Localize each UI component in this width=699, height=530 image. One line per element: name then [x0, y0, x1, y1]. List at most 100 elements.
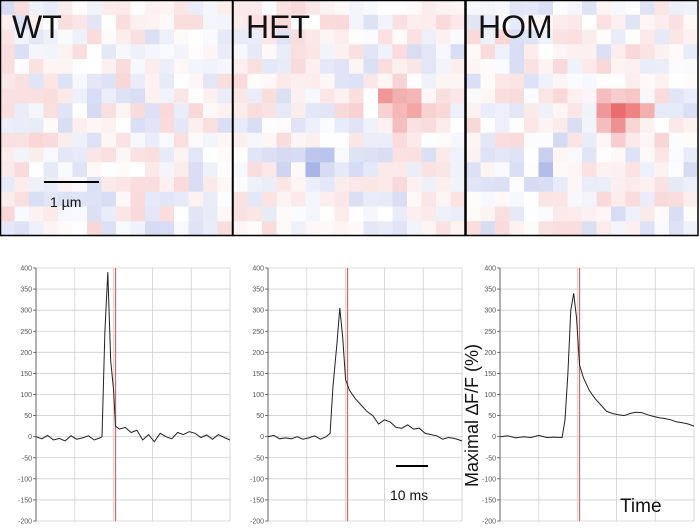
- heatmap-pixel: [159, 132, 175, 148]
- heatmap-pixel: [407, 132, 422, 148]
- heatmap-pixel: [640, 177, 655, 193]
- heatmap-pixel: [145, 118, 160, 134]
- heatmap-pixel: [233, 103, 248, 119]
- heatmap-pixel: [363, 206, 379, 222]
- heatmap-pixel: [43, 221, 59, 237]
- heatmap-pixel: [349, 206, 364, 222]
- heatmap-pixel: [174, 221, 189, 237]
- heatmap-pixel: [291, 147, 306, 163]
- heatmap-pixel: [625, 147, 641, 163]
- heatmap-pixel: [43, 73, 59, 89]
- heatmap-pixel: [553, 29, 568, 45]
- heatmap-pixel: [233, 44, 248, 60]
- heatmap-pixel: [421, 118, 437, 134]
- heatmap-pixel: [291, 191, 306, 207]
- heatmap-pixel: [58, 73, 73, 89]
- heatmap-pixel: [480, 118, 496, 134]
- heatmap-pixel: [29, 29, 44, 45]
- heatmap-pixel: [509, 221, 525, 237]
- heatmap-pixel: [217, 29, 233, 45]
- heatmap-pixel: [247, 162, 263, 178]
- heatmap-pixel: [625, 162, 641, 178]
- heatmap-pixel: [159, 88, 175, 104]
- heatmap-pixel: [509, 206, 525, 222]
- heatmap-pixel: [349, 88, 364, 104]
- heatmap-pixel: [596, 88, 612, 104]
- heatmap-pixel: [334, 59, 350, 75]
- heatmap-pixel: [363, 132, 379, 148]
- heatmap-pixel: [29, 221, 44, 237]
- heatmap-pixel: [14, 14, 30, 30]
- y-tick-label: 100: [484, 392, 496, 399]
- heatmap-pixel: [363, 44, 379, 60]
- heatmap-pixel: [363, 0, 379, 16]
- heatmap-pixel: [233, 221, 248, 237]
- heatmap-pixel: [450, 44, 466, 60]
- heatmap-pixel: [640, 162, 655, 178]
- heatmap-pixel: [101, 191, 117, 207]
- heatmap-pixel: [349, 177, 364, 193]
- heatmap-pixel: [188, 177, 204, 193]
- heatmap-pixel: [640, 118, 655, 134]
- heatmap-pixel: [174, 59, 189, 75]
- heatmap-pixel: [436, 221, 451, 237]
- chart-wt: 400 350 300 250 200 150 100 50 0 -50 -100 -150 -200: [18, 266, 231, 526]
- heatmap-pixel: [145, 29, 160, 45]
- heatmap-pixel: [320, 118, 335, 134]
- heatmap-pixel: [524, 103, 539, 119]
- heatmap-pixel: [466, 177, 481, 193]
- heatmap-pixel: [480, 73, 496, 89]
- y-tick-label: -200: [482, 519, 496, 526]
- pixel-grid-hom: [466, 0, 699, 237]
- heatmap-pixel: [262, 147, 277, 163]
- heatmap-pixel: [247, 132, 263, 148]
- heatmap-pixel: [217, 103, 233, 119]
- heatmap-pixel: [305, 191, 321, 207]
- heatmap-pixel: [145, 221, 160, 237]
- heatmap-pixel: [363, 147, 379, 163]
- heatmap-pixel: [320, 0, 335, 16]
- heatmap-pixel: [305, 147, 321, 163]
- heatmap-pixel: [29, 162, 44, 178]
- heatmap-pixel: [217, 206, 233, 222]
- heatmap-pixel: [159, 191, 175, 207]
- heatmap-pixel: [174, 162, 189, 178]
- heatmap-pixel: [495, 132, 510, 148]
- heatmap-pixel: [407, 191, 422, 207]
- heatmap-pixel: [174, 132, 189, 148]
- heatmap-pixel: [43, 191, 59, 207]
- heatmap-pixel: [276, 177, 292, 193]
- heatmap-pixel: [188, 88, 204, 104]
- heatmap-pixel: [305, 73, 321, 89]
- heatmap-pixel: [29, 132, 44, 148]
- heatmap-pixel: [58, 206, 73, 222]
- heatmap-pixel: [262, 118, 277, 134]
- heatmap-pixel: [159, 73, 175, 89]
- heatmap-pixel: [116, 191, 131, 207]
- heatmap-pixel: [466, 59, 481, 75]
- heatmap-pixel: [349, 73, 364, 89]
- heatmap-pixel: [407, 29, 422, 45]
- heatmap-pixel: [159, 44, 175, 60]
- heatmap-pixel: [349, 221, 364, 237]
- heatmap-pixel: [669, 59, 684, 75]
- heatmap-pixel: [640, 191, 655, 207]
- heatmap-pixel: [450, 59, 466, 75]
- heatmap-pixel: [247, 177, 263, 193]
- heatmap-pixel: [233, 206, 248, 222]
- heatmap-pixel: [305, 88, 321, 104]
- heatmap-pixel: [276, 206, 292, 222]
- heatmap-pixel: [363, 162, 379, 178]
- heatmap-pixel: [480, 191, 496, 207]
- heatmap-pixel: [538, 103, 554, 119]
- heatmap-pixel: [480, 44, 496, 60]
- heatmap-pixel: [320, 88, 335, 104]
- heatmap-pixel: [582, 147, 597, 163]
- heatmap-pixel: [145, 103, 160, 119]
- y-tick-label: 200: [252, 350, 264, 357]
- heatmap-pixel: [567, 59, 583, 75]
- heatmap-pixel: [582, 103, 597, 119]
- heatmap-pixel: [611, 29, 626, 45]
- heatmap-pixel: [217, 0, 233, 16]
- heatmap-pixel: [159, 221, 175, 237]
